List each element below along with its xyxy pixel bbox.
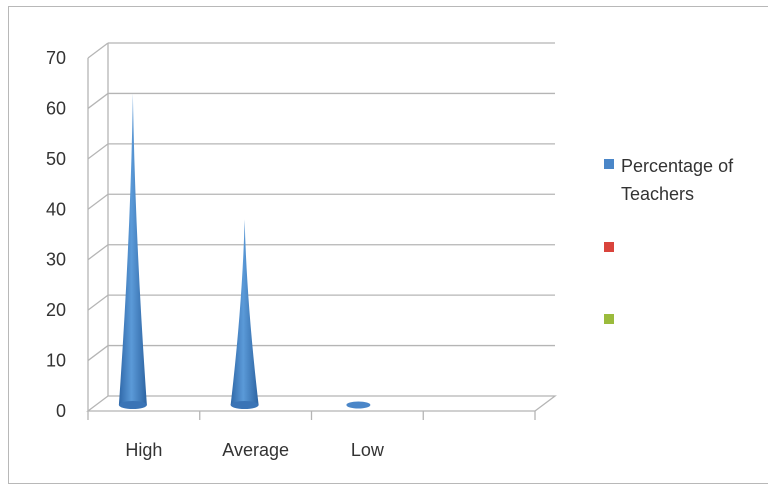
bar (346, 401, 371, 409)
bar (230, 219, 259, 409)
gridline-diagonal (87, 92, 109, 109)
bar-base (346, 401, 371, 409)
legend-swatch-1 (604, 159, 614, 169)
gridline-diagonal (87, 345, 109, 362)
y-tick-label: 60 (46, 98, 66, 118)
y-tick-label: 30 (46, 250, 66, 270)
y-tick-label: 40 (46, 199, 66, 219)
legend-item-3 (604, 305, 769, 333)
legend-item-1: Percentage of Teachers (604, 152, 769, 208)
y-tick-label: 50 (46, 149, 66, 169)
bar-base (230, 401, 259, 409)
legend-label-1: Percentage of Teachers (621, 156, 734, 204)
floor-plane (86, 395, 557, 412)
x-tick-label: High (125, 440, 162, 460)
gridline-diagonal (87, 143, 109, 160)
legend-item-2 (604, 233, 769, 261)
y-tick-label: 20 (46, 300, 66, 320)
y-tick-label: 10 (46, 351, 66, 371)
bar-cone (118, 93, 147, 405)
gridline-diagonal (87, 42, 109, 59)
bar-cone (230, 219, 259, 405)
gridline-diagonal (87, 193, 109, 210)
legend: Percentage of Teachers (604, 152, 769, 333)
y-axis-ticks: 0 10 20 30 40 50 60 70 (46, 48, 66, 421)
bar (118, 93, 147, 409)
chart-frame (8, 6, 768, 484)
bar-base (118, 401, 147, 409)
x-axis-ticks: High Average Low (87, 411, 536, 460)
x-tick-label: Average (222, 440, 289, 460)
legend-swatch-3 (604, 314, 614, 324)
gridline-diagonal (87, 294, 109, 311)
y-tick-label: 0 (56, 401, 66, 421)
bars (118, 93, 371, 409)
chart-walls (86, 43, 557, 412)
y-tick-label: 70 (46, 48, 66, 68)
legend-swatch-2 (604, 242, 614, 252)
gridline-diagonal (87, 244, 109, 261)
grid-lines (87, 42, 555, 362)
x-tick-label: Low (351, 440, 385, 460)
